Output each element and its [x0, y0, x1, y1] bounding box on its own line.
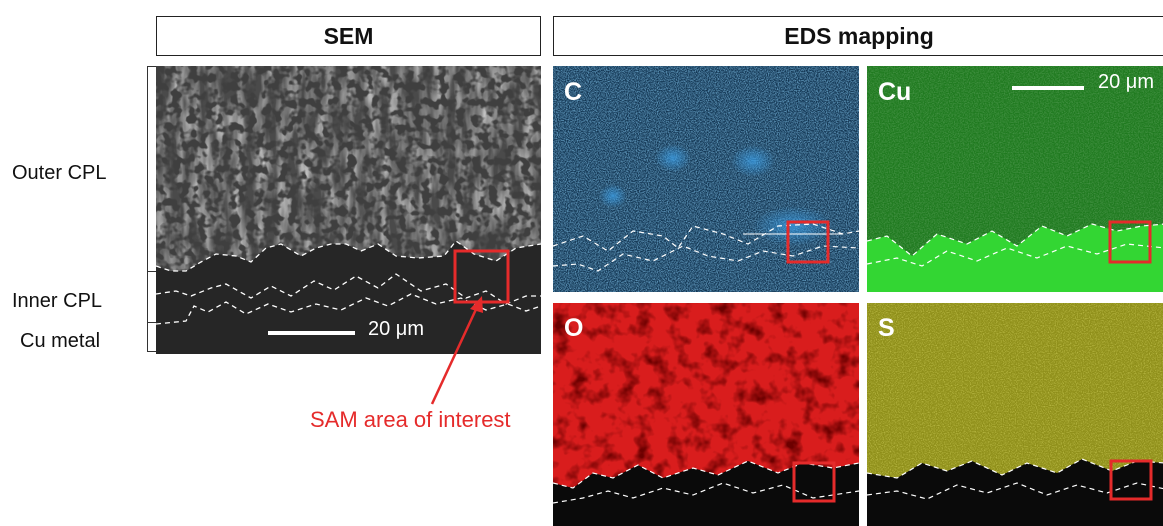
eds-map-sulfur	[867, 303, 1163, 526]
eds-scale-bar	[1012, 86, 1084, 90]
eds-header: EDS mapping	[553, 16, 1163, 56]
sem-header-label: SEM	[323, 22, 374, 49]
bracket-tick-inner	[147, 271, 156, 272]
eds-map-oxygen	[553, 303, 859, 526]
eds-scale-label: 20 μm	[1098, 71, 1154, 93]
bracket-tick-bottom	[147, 351, 156, 352]
bracket-tick-top	[147, 66, 156, 67]
inner-cpl-label: Inner CPL	[12, 290, 103, 312]
eds-map-carbon	[553, 66, 859, 292]
outer-cpl-label: Outer CPL	[12, 162, 107, 184]
eds-map-copper	[867, 66, 1163, 292]
sem-scale-bar	[268, 331, 355, 335]
element-label-s: S	[878, 314, 895, 342]
sam-area-label: SAM area of interest	[310, 407, 511, 432]
element-label-c: C	[564, 78, 583, 106]
sem-image	[156, 66, 541, 354]
layer-bracket	[147, 66, 148, 351]
cu-metal-label: Cu metal	[20, 330, 101, 352]
element-label-cu: Cu	[878, 78, 912, 106]
sem-scale-label: 20 μm	[368, 318, 424, 340]
bracket-tick-metal	[147, 322, 156, 323]
sem-header: SEM	[156, 16, 541, 56]
eds-header-label: EDS mapping	[784, 22, 934, 49]
element-label-o: O	[564, 314, 584, 342]
